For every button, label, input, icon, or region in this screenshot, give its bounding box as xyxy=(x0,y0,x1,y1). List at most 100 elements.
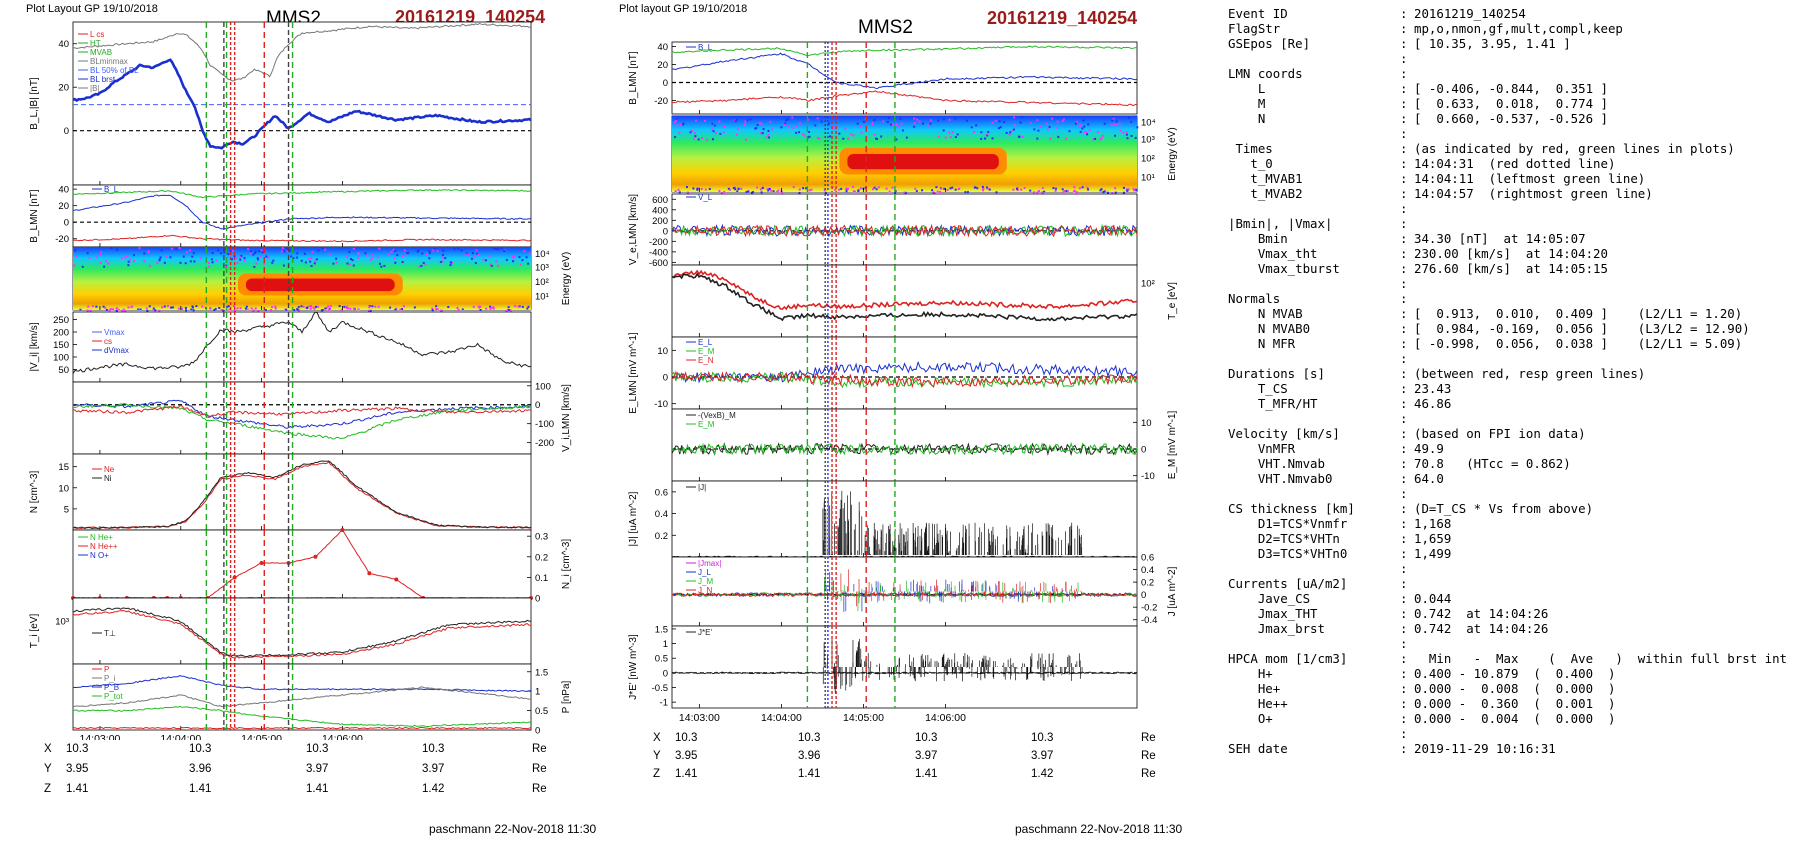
heatmap-speckle xyxy=(1079,130,1082,133)
heatmap-speckle xyxy=(875,137,878,140)
legend-label: J_N xyxy=(698,586,712,595)
heatmap-speckle xyxy=(368,309,371,312)
heatmap-speckle xyxy=(889,123,892,126)
tick-label: 10 xyxy=(1141,418,1152,429)
heatmap-speckle xyxy=(235,256,238,259)
heatmap-speckle xyxy=(777,189,780,192)
summary-row: |Bmin|, |Vmax|: xyxy=(1228,216,1798,231)
heatmap-speckle xyxy=(1072,190,1075,193)
heatmap-speckle xyxy=(987,130,990,133)
heatmap-speckle xyxy=(736,190,739,193)
legend-label: N O+ xyxy=(90,551,109,560)
heatmap-speckle xyxy=(802,187,805,190)
series-line xyxy=(671,370,1138,389)
heatmap-speckle xyxy=(956,133,959,136)
heatmap-speckle xyxy=(1125,131,1128,134)
heatmap-speckle xyxy=(1015,187,1018,190)
heatmap-speckle xyxy=(880,135,883,138)
heatmap-speckle xyxy=(247,248,250,251)
summary-row: Times: (as indicated by red, green lines … xyxy=(1228,141,1798,156)
heatmap-speckle xyxy=(316,305,319,308)
heatmap-speckle xyxy=(152,307,155,310)
heatmap-speckle xyxy=(982,187,985,190)
heatmap-speckle xyxy=(313,262,316,265)
summary-row: T_MFR/HT:46.86 xyxy=(1228,396,1798,411)
heatmap-speckle xyxy=(895,123,898,126)
heatmap-speckle xyxy=(421,252,424,255)
heatmap-speckle xyxy=(760,191,763,194)
x-tick-label: 14:05:00 xyxy=(241,733,282,740)
heatmap-speckle xyxy=(184,306,187,309)
heatmap-speckle xyxy=(1076,120,1079,123)
heatmap-speckle xyxy=(1012,188,1015,191)
heatmap-speckle xyxy=(210,258,213,261)
heatmap-speckle xyxy=(148,305,151,308)
heatmap-speckle xyxy=(1065,137,1068,140)
tick-label: 0.6 xyxy=(1141,553,1154,564)
legend-label: T⊥ xyxy=(104,629,116,638)
heatmap-speckle xyxy=(1061,120,1064,123)
heatmap-speckle xyxy=(464,253,467,256)
summary-value: 14:04:31 (red dotted line) xyxy=(1414,156,1616,171)
heatmap-speckle xyxy=(191,255,194,258)
heatmap-speckle xyxy=(394,308,397,311)
heatmap-speckle xyxy=(366,254,369,257)
tick-label: 10 xyxy=(657,346,668,357)
heatmap-speckle xyxy=(267,256,270,259)
heatmap-speckle xyxy=(795,125,798,128)
heatmap-speckle xyxy=(1054,189,1057,192)
summary-colon: : xyxy=(1400,516,1408,531)
series-line xyxy=(671,441,1138,456)
legend-label: N He+ xyxy=(90,533,113,542)
heatmap-speckle xyxy=(219,252,222,255)
heatmap-speckle xyxy=(850,133,853,136)
tick-label: 10² xyxy=(1141,153,1155,164)
heatmap-speckle xyxy=(851,185,854,188)
summary-row: : xyxy=(1228,51,1798,66)
series-line xyxy=(671,52,1138,90)
tick-label: 100 xyxy=(53,353,69,364)
axis-label: Energy (eV) xyxy=(1167,127,1178,180)
summary-value xyxy=(1414,486,1798,501)
heatmap-speckle xyxy=(376,256,379,259)
heatmap-speckle xyxy=(154,309,157,312)
summary-value xyxy=(1414,126,1798,141)
heatmap-speckle xyxy=(302,305,305,308)
summary-row: L: [ -0.406, -0.844, 0.351 ] xyxy=(1228,81,1798,96)
heatmap-speckle xyxy=(377,305,380,308)
heatmap-speckle xyxy=(740,187,743,190)
heatmap-speckle xyxy=(236,307,239,310)
series-line xyxy=(671,45,1138,57)
summary-value: [ 0.984, -0.169, 0.056 ] (L3/L2 = 12.90) xyxy=(1414,321,1750,336)
heatmap-speckle xyxy=(390,250,393,253)
summary-colon: : xyxy=(1400,261,1408,276)
tick-label: 0 xyxy=(535,726,540,737)
heatmap-speckle xyxy=(936,190,939,193)
tick-label: 0.2 xyxy=(535,552,548,563)
heatmap-speckle xyxy=(795,131,798,134)
heatmap-speckle xyxy=(675,119,678,122)
heatmap-speckle xyxy=(1130,120,1133,123)
heatmap-speckle xyxy=(104,306,107,309)
heatmap-speckle xyxy=(292,257,295,260)
heatmap-speckle xyxy=(694,135,697,138)
tick-label: -20 xyxy=(654,96,668,107)
heatmap-speckle xyxy=(729,188,732,191)
heatmap-speckle xyxy=(312,306,315,309)
heatmap-speckle xyxy=(378,247,381,250)
heatmap-speckle xyxy=(689,131,692,134)
heatmap-speckle xyxy=(781,191,784,194)
heatmap-speckle xyxy=(396,254,399,257)
heatmap-speckle xyxy=(431,309,434,312)
heatmap-speckle xyxy=(258,250,261,253)
heatmap-speckle xyxy=(831,127,834,130)
heatmap-speckle xyxy=(787,118,790,121)
heatmap-speckle xyxy=(105,309,108,312)
heatmap-speckle xyxy=(280,250,283,253)
heatmap-speckle xyxy=(1041,187,1044,190)
heatmap-speckle xyxy=(1020,116,1023,119)
tick-label: 200 xyxy=(53,328,69,339)
heatmap-speckle xyxy=(467,254,470,257)
heatmap-speckle xyxy=(1111,119,1114,122)
